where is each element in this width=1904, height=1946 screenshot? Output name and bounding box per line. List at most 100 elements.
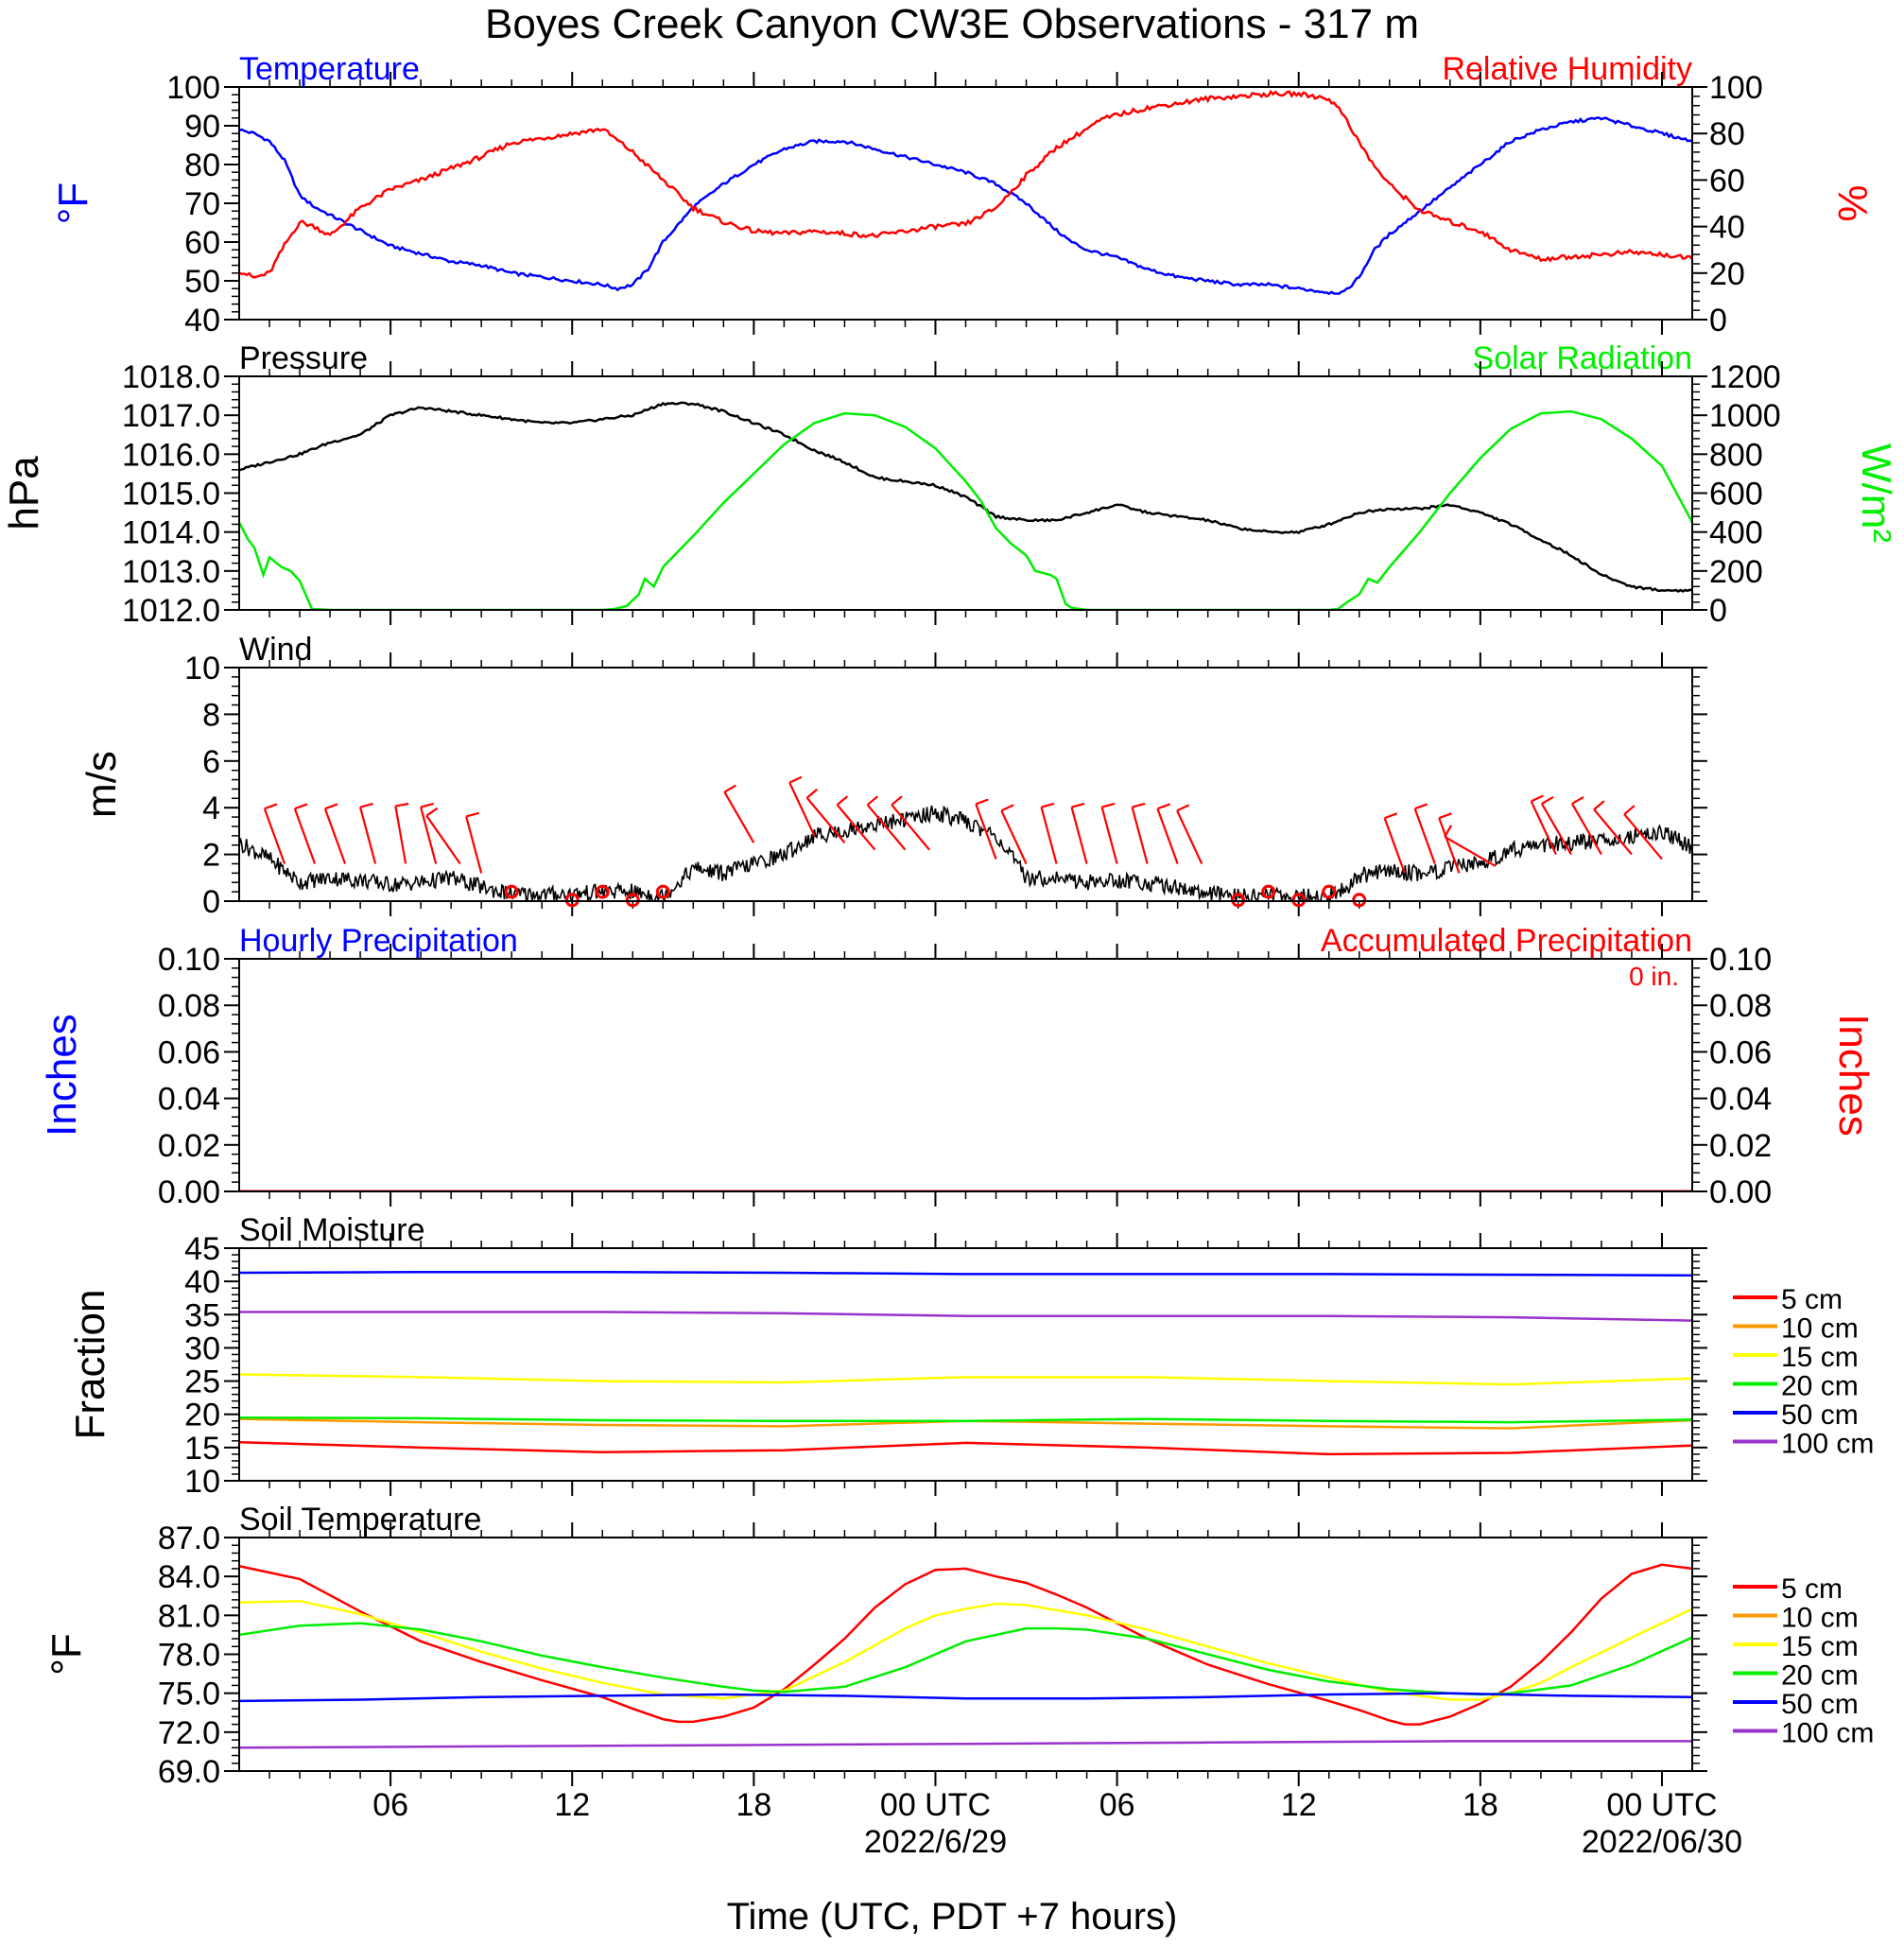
y-tick-label: 90 <box>184 109 220 145</box>
y-axis-label-left: °F <box>50 182 96 224</box>
wind-barb-flag <box>1438 812 1452 820</box>
series-soil-20cm <box>239 1416 1692 1424</box>
panel-precip: Hourly Precipitation Accumulated Precipit… <box>39 923 1877 1210</box>
wind-barb <box>1100 807 1118 864</box>
wind-barb-flag <box>264 803 278 810</box>
y-right-tick-label: 80 <box>1709 116 1745 152</box>
panel-title-left: Pressure <box>239 340 368 376</box>
calm-circle <box>1291 893 1307 908</box>
wind-barb-flag <box>1071 802 1085 808</box>
y-right-tick-label: 100 <box>1709 70 1763 106</box>
y-right-tick-label: 40 <box>1709 210 1745 246</box>
wind-barb-flag <box>1444 825 1453 838</box>
wind-barb <box>1000 809 1028 864</box>
y-right-tick-label: 0.02 <box>1709 1128 1772 1164</box>
y-right-tick-label: 800 <box>1709 437 1763 473</box>
wind-barb-flag <box>723 784 737 793</box>
y-tick-label: 1015.0 <box>122 477 220 513</box>
y-tick-label: 0.02 <box>158 1128 220 1164</box>
y-tick-label: 0.06 <box>158 1034 220 1070</box>
wind-barb <box>358 807 377 864</box>
y-right-tick-label: 0 <box>1709 593 1727 629</box>
wind-barb <box>1540 803 1572 856</box>
wind-barb-flag <box>294 803 308 810</box>
x-tick-label: 18 <box>1463 1787 1498 1823</box>
y-axis-label-right: % <box>1829 184 1876 221</box>
panel-frame <box>238 86 1693 321</box>
wind-barb-flag <box>1593 800 1605 810</box>
wind-barb <box>975 803 997 860</box>
y-tick-label: 1018.0 <box>122 359 220 395</box>
series-soil-20cm <box>239 1622 1692 1696</box>
y-tick-label: 1017.0 <box>122 398 220 434</box>
y-tick-label: 4 <box>202 791 220 826</box>
panel-title-right: Accumulated Precipitation <box>1321 923 1692 959</box>
legend-label: 15 cm <box>1781 1342 1859 1373</box>
calm-circle <box>655 884 670 899</box>
y-tick-label: 78.0 <box>158 1638 220 1674</box>
legend-label: 15 cm <box>1781 1631 1859 1662</box>
y-tick-label: 81.0 <box>158 1598 220 1634</box>
y-right-tick-label: 200 <box>1709 554 1763 590</box>
wind-barb <box>1176 809 1203 864</box>
wind-barb <box>465 816 483 874</box>
series-soil-50cm <box>239 1271 1692 1277</box>
panel-title-left: Hourly Precipitation <box>239 923 518 959</box>
wind-barb-flag <box>1101 802 1116 808</box>
y-right-tick-label: 1200 <box>1709 359 1781 395</box>
y-tick-label: 6 <box>202 744 220 780</box>
legend-label: 20 cm <box>1781 1660 1859 1692</box>
calm-circle <box>504 884 519 899</box>
wind-barb-flag <box>324 803 338 810</box>
y-tick-label: 75.0 <box>158 1677 220 1712</box>
wind-barb <box>394 806 407 864</box>
legend-label: 50 cm <box>1781 1399 1859 1431</box>
wind-barb <box>1438 817 1461 874</box>
y-right-tick-label: 1000 <box>1709 398 1781 434</box>
panel-soil_temp: Soil Temperature69.072.075.078.081.084.0… <box>43 1502 1874 1790</box>
y-tick-label: 40 <box>184 303 220 339</box>
y-tick-label: 15 <box>184 1431 220 1467</box>
wind-barb <box>836 804 876 851</box>
y-tick-label: 0.00 <box>158 1174 220 1210</box>
y-tick-label: 0 <box>202 884 220 920</box>
y-axis-label-left: °F <box>43 1633 90 1675</box>
y-tick-label: 72.0 <box>158 1715 220 1751</box>
wind-barb <box>1040 807 1058 864</box>
wind-barb-flag <box>836 795 849 807</box>
y-tick-label: 40 <box>184 1264 220 1300</box>
calm-circle <box>595 884 610 899</box>
wind-barb-flag <box>866 795 879 807</box>
panel-frame <box>238 375 1693 611</box>
wind-barb <box>323 808 347 864</box>
legend-label: 10 cm <box>1781 1313 1859 1345</box>
y-right-tick-label: 0 <box>1709 303 1727 339</box>
panel-temp_rh: Temperature Relative Humidity405060708090… <box>50 51 1876 339</box>
legend-label: 5 cm <box>1781 1573 1843 1605</box>
y-right-tick-label: 60 <box>1709 163 1745 199</box>
calm-circle <box>1352 893 1367 908</box>
x-tick-label: 18 <box>736 1787 771 1823</box>
wind-barb-flag <box>1157 803 1170 810</box>
wind-barb-flag <box>975 798 989 806</box>
series-relative-humidity <box>239 89 1692 279</box>
y-tick-label: 80 <box>184 148 220 183</box>
wind-barb <box>1383 817 1406 874</box>
y-tick-label: 1012.0 <box>122 593 220 629</box>
wind-barb <box>1131 807 1149 864</box>
y-tick-label: 1013.0 <box>122 554 220 590</box>
y-tick-label: 25 <box>184 1364 220 1400</box>
y-tick-label: 1014.0 <box>122 515 220 551</box>
series-soil-15cm <box>239 1373 1692 1386</box>
legend-label: 50 cm <box>1781 1689 1859 1720</box>
y-axis-label-left: hPa <box>1 456 47 530</box>
wind-barb <box>891 804 930 851</box>
y-axis-label-right: W/m² <box>1853 443 1899 543</box>
x-tick-label: 06 <box>1099 1787 1135 1823</box>
y-tick-label: 50 <box>184 264 220 300</box>
y-tick-label: 10 <box>184 1464 220 1500</box>
y-tick-label: 45 <box>184 1231 220 1267</box>
wind-barb-flag <box>1041 802 1055 808</box>
